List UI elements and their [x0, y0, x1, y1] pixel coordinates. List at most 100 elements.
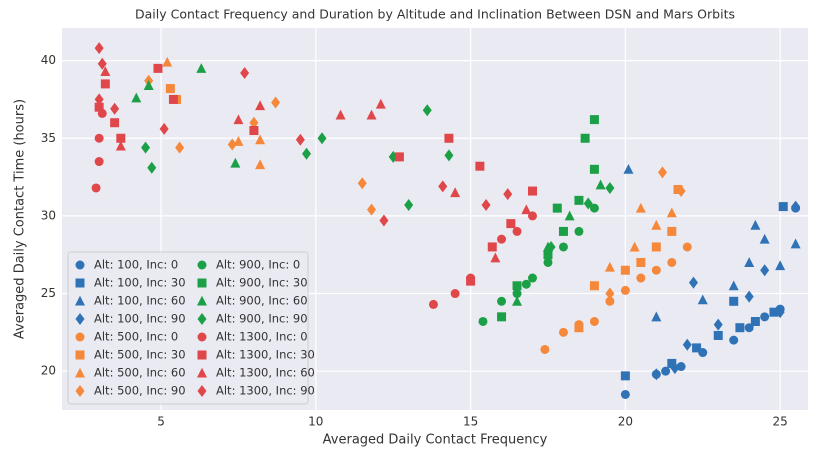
- x-tick-label: 25: [773, 415, 788, 429]
- data-point: [676, 185, 686, 198]
- data-point: [667, 257, 677, 267]
- data-point: [636, 257, 646, 267]
- data-point: [778, 202, 788, 212]
- legend-label: Alt: 900, Inc: 0: [216, 258, 300, 272]
- data-point: [249, 125, 259, 135]
- legend-marker: [197, 278, 207, 288]
- data-point: [317, 132, 327, 145]
- data-point: [651, 368, 661, 381]
- data-point: [94, 157, 104, 167]
- data-point: [357, 177, 367, 190]
- data-point: [168, 94, 178, 104]
- data-point: [497, 296, 507, 306]
- x-tick-label: 10: [308, 415, 323, 429]
- y-tick-label: 30: [41, 208, 56, 222]
- data-point: [94, 93, 104, 106]
- data-point: [497, 234, 507, 244]
- data-point: [760, 264, 770, 277]
- legend-label: Alt: 500, Inc: 90: [94, 384, 186, 398]
- data-point: [651, 265, 661, 275]
- legend-label: Alt: 100, Inc: 60: [94, 294, 186, 308]
- legend-label: Alt: 100, Inc: 0: [94, 258, 178, 272]
- data-point: [100, 79, 110, 89]
- legend-marker: [197, 313, 207, 325]
- data-point: [620, 285, 630, 295]
- data-point: [589, 115, 599, 125]
- data-point: [233, 114, 244, 125]
- data-point: [230, 157, 241, 168]
- data-point: [580, 133, 590, 143]
- data-point: [512, 226, 522, 236]
- data-point: [481, 199, 491, 212]
- legend-marker: [75, 260, 85, 270]
- legend-label: Alt: 1300, Inc: 0: [216, 330, 308, 344]
- data-point: [450, 289, 460, 299]
- legend-marker: [75, 332, 85, 342]
- data-point: [302, 147, 312, 160]
- y-tick-label: 20: [41, 364, 56, 378]
- data-point: [196, 63, 207, 73]
- chart-title: Daily Contact Frequency and Duration by …: [135, 7, 735, 22]
- data-point: [141, 141, 151, 154]
- y-tick-label: 25: [41, 286, 56, 300]
- legend-box: [67, 251, 309, 405]
- data-point: [744, 290, 754, 303]
- data-point: [697, 294, 708, 305]
- data-point: [159, 122, 169, 135]
- data-point: [450, 187, 461, 198]
- data-point: [428, 299, 438, 309]
- data-point: [595, 179, 606, 190]
- legend-marker: [75, 350, 85, 360]
- data-point: [438, 180, 448, 193]
- x-tick-label: 15: [463, 415, 478, 429]
- legend-marker: [75, 295, 85, 306]
- legend-marker: [75, 367, 85, 378]
- data-point: [589, 281, 599, 291]
- data-point: [528, 273, 538, 283]
- legend-marker: [197, 332, 207, 342]
- data-point: [558, 327, 568, 337]
- data-point: [143, 80, 154, 90]
- legend-label: Alt: 500, Inc: 0: [94, 330, 178, 344]
- data-point: [775, 260, 786, 271]
- data-point: [682, 338, 692, 351]
- data-point: [153, 63, 163, 73]
- y-tick-label: 35: [41, 131, 56, 145]
- data-point: [255, 100, 266, 111]
- data-point: [249, 116, 259, 129]
- data-point: [658, 166, 668, 179]
- data-point: [512, 289, 522, 299]
- legend-marker: [197, 350, 207, 360]
- data-point: [574, 323, 584, 333]
- data-point: [91, 183, 101, 193]
- data-point: [175, 141, 185, 154]
- data-point: [750, 316, 760, 326]
- legend-label: Alt: 100, Inc: 30: [94, 276, 186, 290]
- legend-label: Alt: 900, Inc: 90: [216, 312, 308, 326]
- data-point: [528, 186, 538, 196]
- data-point: [478, 316, 488, 326]
- data-point: [444, 133, 454, 143]
- legend-marker: [197, 260, 207, 270]
- data-point: [466, 276, 476, 286]
- data-point: [497, 312, 507, 322]
- data-point: [546, 240, 556, 253]
- data-point: [271, 96, 281, 109]
- data-point: [728, 280, 739, 291]
- data-point: [543, 257, 553, 267]
- data-point: [620, 389, 630, 399]
- data-point: [713, 330, 723, 340]
- data-point: [94, 102, 104, 112]
- data-point: [558, 226, 568, 236]
- legend-label: Alt: 1300, Inc: 60: [216, 366, 315, 380]
- data-point: [682, 242, 692, 252]
- legend-marker: [197, 385, 207, 397]
- data-point: [750, 219, 761, 230]
- data-point: [558, 242, 568, 252]
- data-point: [589, 203, 599, 213]
- data-point: [147, 161, 157, 174]
- legend-label: Alt: 1300, Inc: 90: [216, 384, 315, 398]
- data-point: [404, 199, 414, 212]
- data-point: [162, 56, 173, 67]
